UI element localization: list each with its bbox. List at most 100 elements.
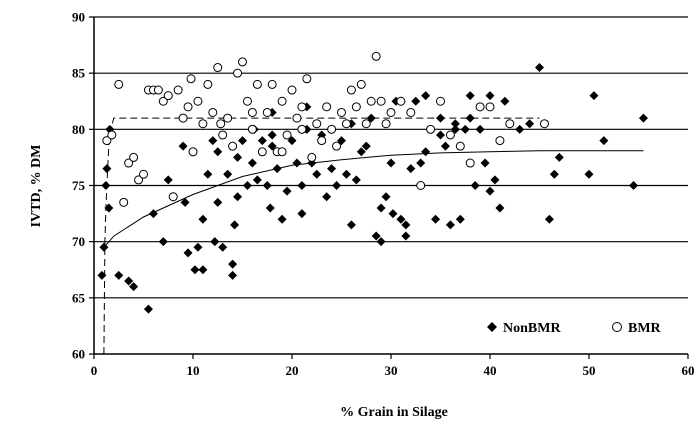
data-point-nonbmr (158, 237, 168, 247)
data-point-nonbmr (213, 147, 223, 157)
data-point-nonbmr (327, 164, 337, 174)
data-point-nonbmr (198, 265, 208, 275)
data-point-bmr (327, 124, 337, 134)
data-point-bmr (317, 136, 327, 146)
x-tick-label: 20 (286, 363, 299, 378)
data-point-bmr (455, 141, 465, 151)
data-point-nonbmr (589, 91, 599, 101)
data-point-nonbmr (470, 181, 480, 190)
data-point-bmr (252, 79, 262, 89)
x-axis-title: % Grain in Silage (340, 405, 448, 420)
data-point-bmr (119, 197, 129, 207)
data-point-nonbmr (163, 175, 173, 185)
data-point-bmr (366, 96, 376, 106)
data-point-bmr (505, 119, 515, 129)
data-point-bmr (351, 102, 361, 112)
data-point-nonbmr (203, 169, 213, 179)
data-point-nonbmr (421, 91, 431, 101)
data-point-nonbmr (208, 136, 218, 146)
data-point-nonbmr (421, 147, 431, 157)
data-point-bmr (173, 85, 183, 95)
data-point-nonbmr (436, 113, 445, 123)
data-point-nonbmr (465, 113, 475, 123)
data-point-bmr (495, 136, 505, 146)
data-point-nonbmr (500, 96, 510, 106)
data-point-nonbmr (228, 270, 238, 280)
data-point-nonbmr (554, 152, 564, 162)
data-point-nonbmr (277, 214, 287, 224)
data-point-bmr (262, 107, 272, 117)
data-point-nonbmr (465, 91, 475, 101)
data-point-nonbmr (148, 209, 158, 219)
data-point-bmr (134, 175, 144, 185)
y-tick-label: 80 (72, 122, 85, 137)
data-point-bmr (297, 124, 307, 134)
data-point-nonbmr (475, 124, 485, 134)
fit-line-nonbmr (103, 150, 644, 248)
data-point-nonbmr (282, 186, 292, 196)
data-point-nonbmr (198, 214, 208, 224)
x-tick-label: 60 (682, 363, 695, 378)
data-point-bmr (485, 102, 495, 112)
data-point-nonbmr (361, 141, 371, 151)
data-point-bmr (346, 85, 356, 95)
y-tick-label: 85 (72, 66, 86, 81)
data-point-bmr (381, 119, 391, 129)
data-point-nonbmr (381, 192, 391, 202)
data-point-nonbmr (242, 181, 252, 190)
data-point-nonbmr (332, 181, 342, 190)
data-point-nonbmr (238, 136, 247, 146)
data-point-bmr (238, 57, 247, 67)
data-point-bmr (213, 63, 223, 73)
data-point-nonbmr (114, 270, 124, 280)
data-point-nonbmr (223, 169, 233, 179)
data-point-nonbmr (376, 237, 386, 247)
data-point-nonbmr (376, 203, 386, 213)
data-point-nonbmr (190, 265, 200, 275)
data-point-bmr (193, 96, 203, 106)
data-point-nonbmr (312, 169, 322, 179)
data-point-bmr (282, 130, 292, 140)
data-point-nonbmr (193, 242, 203, 252)
data-point-nonbmr (638, 113, 648, 123)
data-point-nonbmr (411, 96, 421, 106)
data-point-nonbmr (104, 203, 114, 213)
data-point-nonbmr (401, 231, 411, 241)
data-point-bmr (341, 119, 351, 129)
data-point-bmr (376, 96, 386, 106)
data-point-bmr (168, 192, 178, 202)
tick-labels: 60 65 70 75 80 85 90 0 10 20 30 40 50 60 (72, 10, 695, 379)
data-point-bmr (208, 107, 218, 117)
data-point-nonbmr (460, 124, 470, 134)
data-point-nonbmr (455, 214, 465, 224)
data-point-nonbmr (515, 124, 525, 134)
data-point-bmr (257, 147, 267, 157)
data-point-nonbmr (297, 181, 307, 190)
data-point-nonbmr (233, 152, 243, 162)
data-point-nonbmr (396, 214, 406, 224)
data-point-bmr (312, 119, 322, 129)
data-point-nonbmr (388, 209, 398, 219)
data-point-nonbmr (629, 181, 639, 190)
y-tick-label: 65 (72, 290, 86, 305)
legend-nonbmr-marker (487, 322, 497, 332)
data-point-nonbmr (183, 248, 193, 258)
fit-line-bmr (103, 117, 540, 355)
data-point-nonbmr (525, 119, 535, 129)
data-point-nonbmr (406, 164, 416, 174)
axes (89, 16, 689, 359)
data-point-nonbmr (218, 242, 228, 252)
data-point-nonbmr (322, 192, 332, 202)
data-point-nonbmr (431, 214, 441, 224)
data-point-nonbmr (584, 169, 594, 179)
data-point-nonbmr (97, 270, 107, 280)
data-point-bmr (198, 119, 208, 129)
data-point-nonbmr (228, 259, 238, 269)
data-point-bmr (302, 74, 312, 84)
data-point-nonbmr (480, 158, 490, 168)
data-point-nonbmr (416, 158, 426, 168)
x-tick-label: 0 (91, 363, 98, 378)
data-point-bmr (371, 51, 381, 61)
data-point-bmr (233, 68, 243, 78)
data-point-bmr (332, 141, 342, 151)
